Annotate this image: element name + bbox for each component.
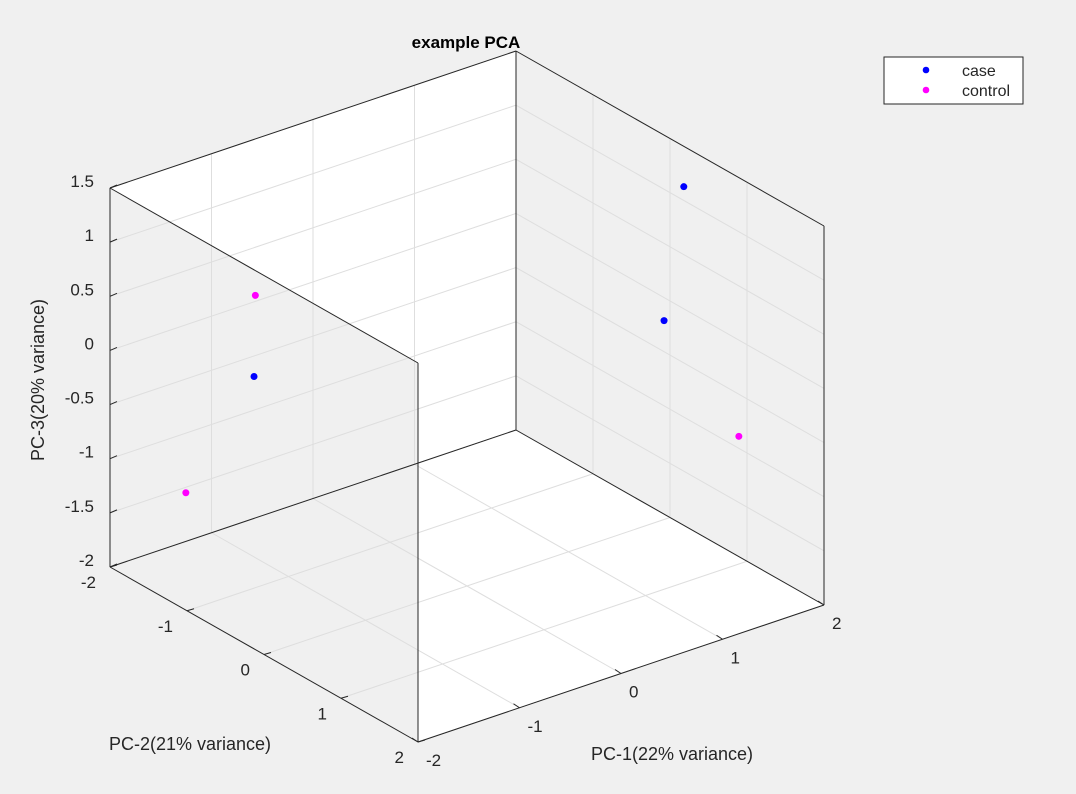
y-tick-mark <box>263 652 272 655</box>
y-tick-label: -1 <box>158 617 173 636</box>
z-tick-label: 1.5 <box>70 172 94 191</box>
z-tick-mark <box>109 455 118 460</box>
legend-marker-control <box>922 86 930 94</box>
data-point-case <box>680 183 688 191</box>
y-tick-mark <box>186 608 195 612</box>
axes-background <box>110 51 824 742</box>
z-axis-label: PC-3(20% variance) <box>28 299 48 461</box>
z-tick-label: -1 <box>79 443 94 462</box>
data-point-control <box>251 291 259 299</box>
z-tick-mark <box>109 184 118 189</box>
legend-label-case: case <box>962 63 996 80</box>
z-tick-mark <box>109 292 118 297</box>
data-point-case <box>660 317 668 325</box>
z-tick-label: 1 <box>85 226 94 245</box>
y-tick-label: -2 <box>81 573 96 592</box>
grid-line <box>515 104 825 281</box>
z-tick-label: -1.5 <box>65 497 94 516</box>
x-axis-label: PC-1(22% variance) <box>591 744 753 764</box>
legend-label-control: control <box>962 83 1010 100</box>
x-tick-mark <box>513 703 520 709</box>
y-tick-label: 0 <box>241 661 250 680</box>
x-tick-mark <box>411 737 419 743</box>
z-tick-label: -2 <box>79 551 94 570</box>
x-tick-label: -1 <box>528 717 543 736</box>
grid-line <box>515 321 825 498</box>
y-tick-label: 2 <box>395 748 404 767</box>
z-tick-mark <box>109 401 118 406</box>
data-point-control <box>735 432 743 440</box>
y-tick-mark <box>340 695 349 699</box>
axes-edge <box>515 50 825 227</box>
axes-edge <box>109 429 517 568</box>
x-tick-label: 1 <box>731 648 740 667</box>
grid-line <box>515 212 825 389</box>
z-tick-label: -0.5 <box>65 389 94 408</box>
z-tick-mark <box>109 509 118 514</box>
axes-edge <box>515 429 825 606</box>
grid-line <box>515 158 825 335</box>
x-tick-mark <box>817 600 825 606</box>
axes-edge <box>109 187 419 364</box>
grid-line <box>109 212 517 351</box>
legend-marker-case <box>922 66 930 74</box>
legend-box <box>883 56 1024 105</box>
axes-box <box>109 50 825 743</box>
x-tick-mark <box>716 634 723 640</box>
grid-line <box>186 473 594 612</box>
y-tick-mark <box>417 739 426 743</box>
legend[interactable]: case control <box>883 56 1024 105</box>
grid-line <box>109 375 517 514</box>
y-tick-label: 1 <box>318 704 327 723</box>
data-point-control <box>182 489 190 497</box>
data-points <box>182 183 743 497</box>
axes-edge <box>109 50 517 189</box>
z-tick-label: 0.5 <box>70 280 94 299</box>
z-tick-mark <box>109 563 118 568</box>
grid-line <box>340 560 748 699</box>
chart-title: example PCA <box>412 33 521 52</box>
x-tick-label: -2 <box>426 751 441 770</box>
data-point-case <box>250 373 258 381</box>
grid-line <box>109 321 517 460</box>
x-tick-mark <box>614 669 622 674</box>
grid-line <box>263 517 671 655</box>
grid-line <box>109 158 517 297</box>
x-tick-label: 2 <box>832 614 841 633</box>
grid-line <box>515 375 825 552</box>
grid-line <box>109 267 517 406</box>
x-tick-label: 0 <box>629 683 638 702</box>
y-axis-label: PC-2(21% variance) <box>109 734 271 754</box>
grid-line <box>515 267 825 444</box>
z-tick-label: 0 <box>85 334 94 353</box>
tick-layer: -2 -1 0 1 2 -2 -1 0 1 2 -2 -1.5 -1 -0.5 0 0.5 1 1.5 <box>65 172 842 770</box>
grid-line <box>109 104 517 243</box>
z-tick-mark <box>109 238 118 243</box>
z-tick-mark <box>109 346 118 351</box>
